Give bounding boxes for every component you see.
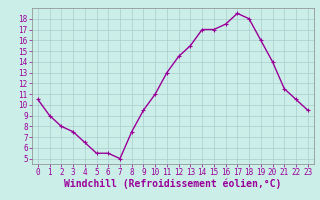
X-axis label: Windchill (Refroidissement éolien,°C): Windchill (Refroidissement éolien,°C) xyxy=(64,179,282,189)
